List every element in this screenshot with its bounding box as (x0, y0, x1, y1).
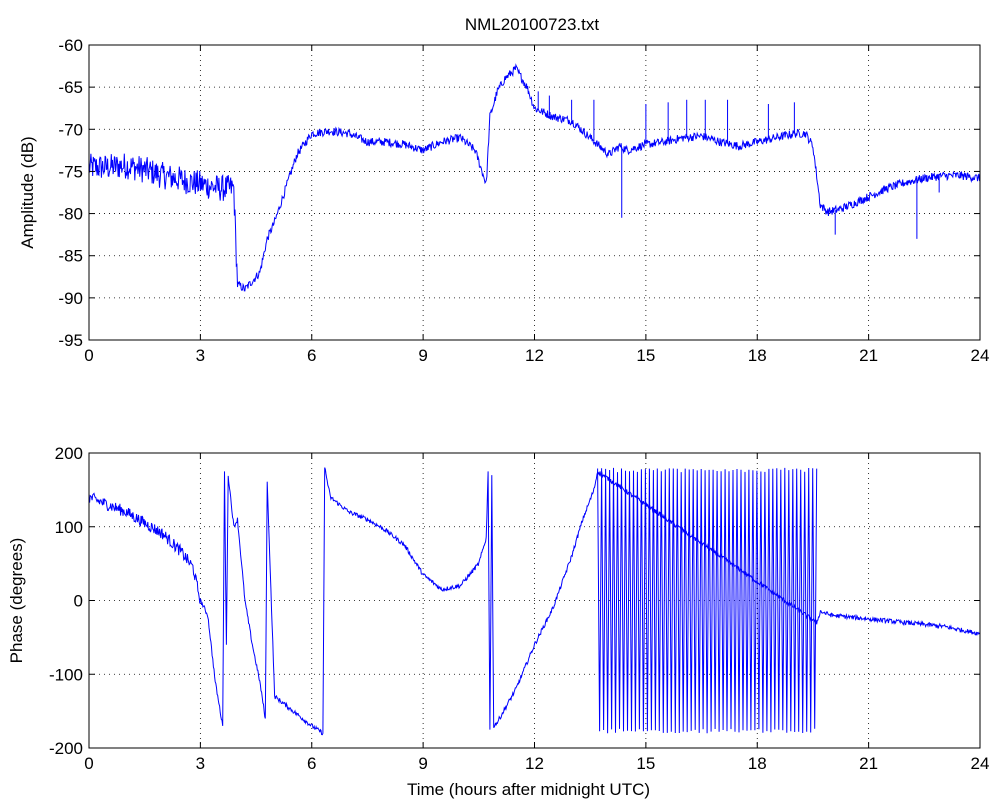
amplitude-x-tick-label: 24 (971, 346, 990, 365)
phase-x-tick-label: 24 (971, 754, 990, 773)
amplitude-x-tick-label: 21 (859, 346, 878, 365)
amplitude-series-path (88, 63, 981, 292)
phase-y-tick-label: 200 (55, 444, 83, 463)
amplitude-grid (89, 45, 980, 340)
phase-x-tick-labels: 0 3 6 9 12 15 18 21 24 (84, 453, 989, 773)
phase-y-tick-label: 100 (55, 518, 83, 537)
phase-y-axis-label: Phase (degrees) (7, 538, 26, 664)
amplitude-x-tick-label: 9 (418, 346, 427, 365)
phase-series-path (597, 467, 818, 734)
phase-series-path (88, 467, 981, 736)
phase-x-tick-label: 21 (859, 754, 878, 773)
amplitude-y-tick-label: -65 (58, 78, 83, 97)
phase-x-tick-label: 15 (636, 754, 655, 773)
phase-series-line (88, 467, 981, 736)
amplitude-y-tick-label: -85 (58, 247, 83, 266)
amplitude-x-tick-label: 18 (748, 346, 767, 365)
phase-x-tick-label: 18 (748, 754, 767, 773)
phase-grid (89, 453, 980, 748)
amplitude-y-tick-label: -95 (58, 331, 83, 350)
amplitude-y-tick-label: -80 (58, 205, 83, 224)
phase-x-tick-label: 6 (307, 754, 316, 773)
phase-x-tick-label: 9 (418, 754, 427, 773)
amplitude-x-tick-label: 12 (525, 346, 544, 365)
amplitude-series-line (88, 63, 981, 292)
amplitude-y-tick-label: -70 (58, 120, 83, 139)
amplitude-x-tick-label: 6 (307, 346, 316, 365)
phase-x-tick-label: 0 (84, 754, 93, 773)
amplitude-y-tick-label: -75 (58, 162, 83, 181)
chart-title: NML20100723.txt (465, 15, 599, 34)
amplitude-y-axis-label: Amplitude (dB) (18, 136, 37, 248)
phase-y-tick-label: 0 (74, 592, 83, 611)
amplitude-y-tick-label: -90 (58, 289, 83, 308)
amplitude-x-tick-label: 0 (84, 346, 93, 365)
phase-x-tick-label: 12 (525, 754, 544, 773)
phase-x-tick-label: 3 (196, 754, 205, 773)
phase-y-tick-label: -200 (49, 739, 83, 758)
amplitude-y-tick-labels: -95 -90 -85 -80 -75 -70 -65 -60 (58, 36, 980, 350)
phase-axes: 0 3 6 9 12 15 18 21 24 -200 -100 0 100 200 Phase (de… (7, 444, 989, 799)
amplitude-x-tick-label: 15 (636, 346, 655, 365)
amplitude-x-tick-labels: 0 3 6 9 12 15 18 21 24 (84, 45, 989, 365)
amplitude-axes: 0 3 6 9 12 15 18 21 24 -95-90-85-80-75-70-65-60 … (18, 36, 989, 365)
phase-x-axis-label: Time (hours after midnight UTC) (407, 780, 650, 799)
amplitude-x-tick-label: 3 (196, 346, 205, 365)
phase-y-tick-labels: -200 -100 0 100 200 (49, 444, 980, 758)
amplitude-y-tick-label: -60 (58, 36, 83, 55)
phase-y-tick-label: -100 (49, 665, 83, 684)
